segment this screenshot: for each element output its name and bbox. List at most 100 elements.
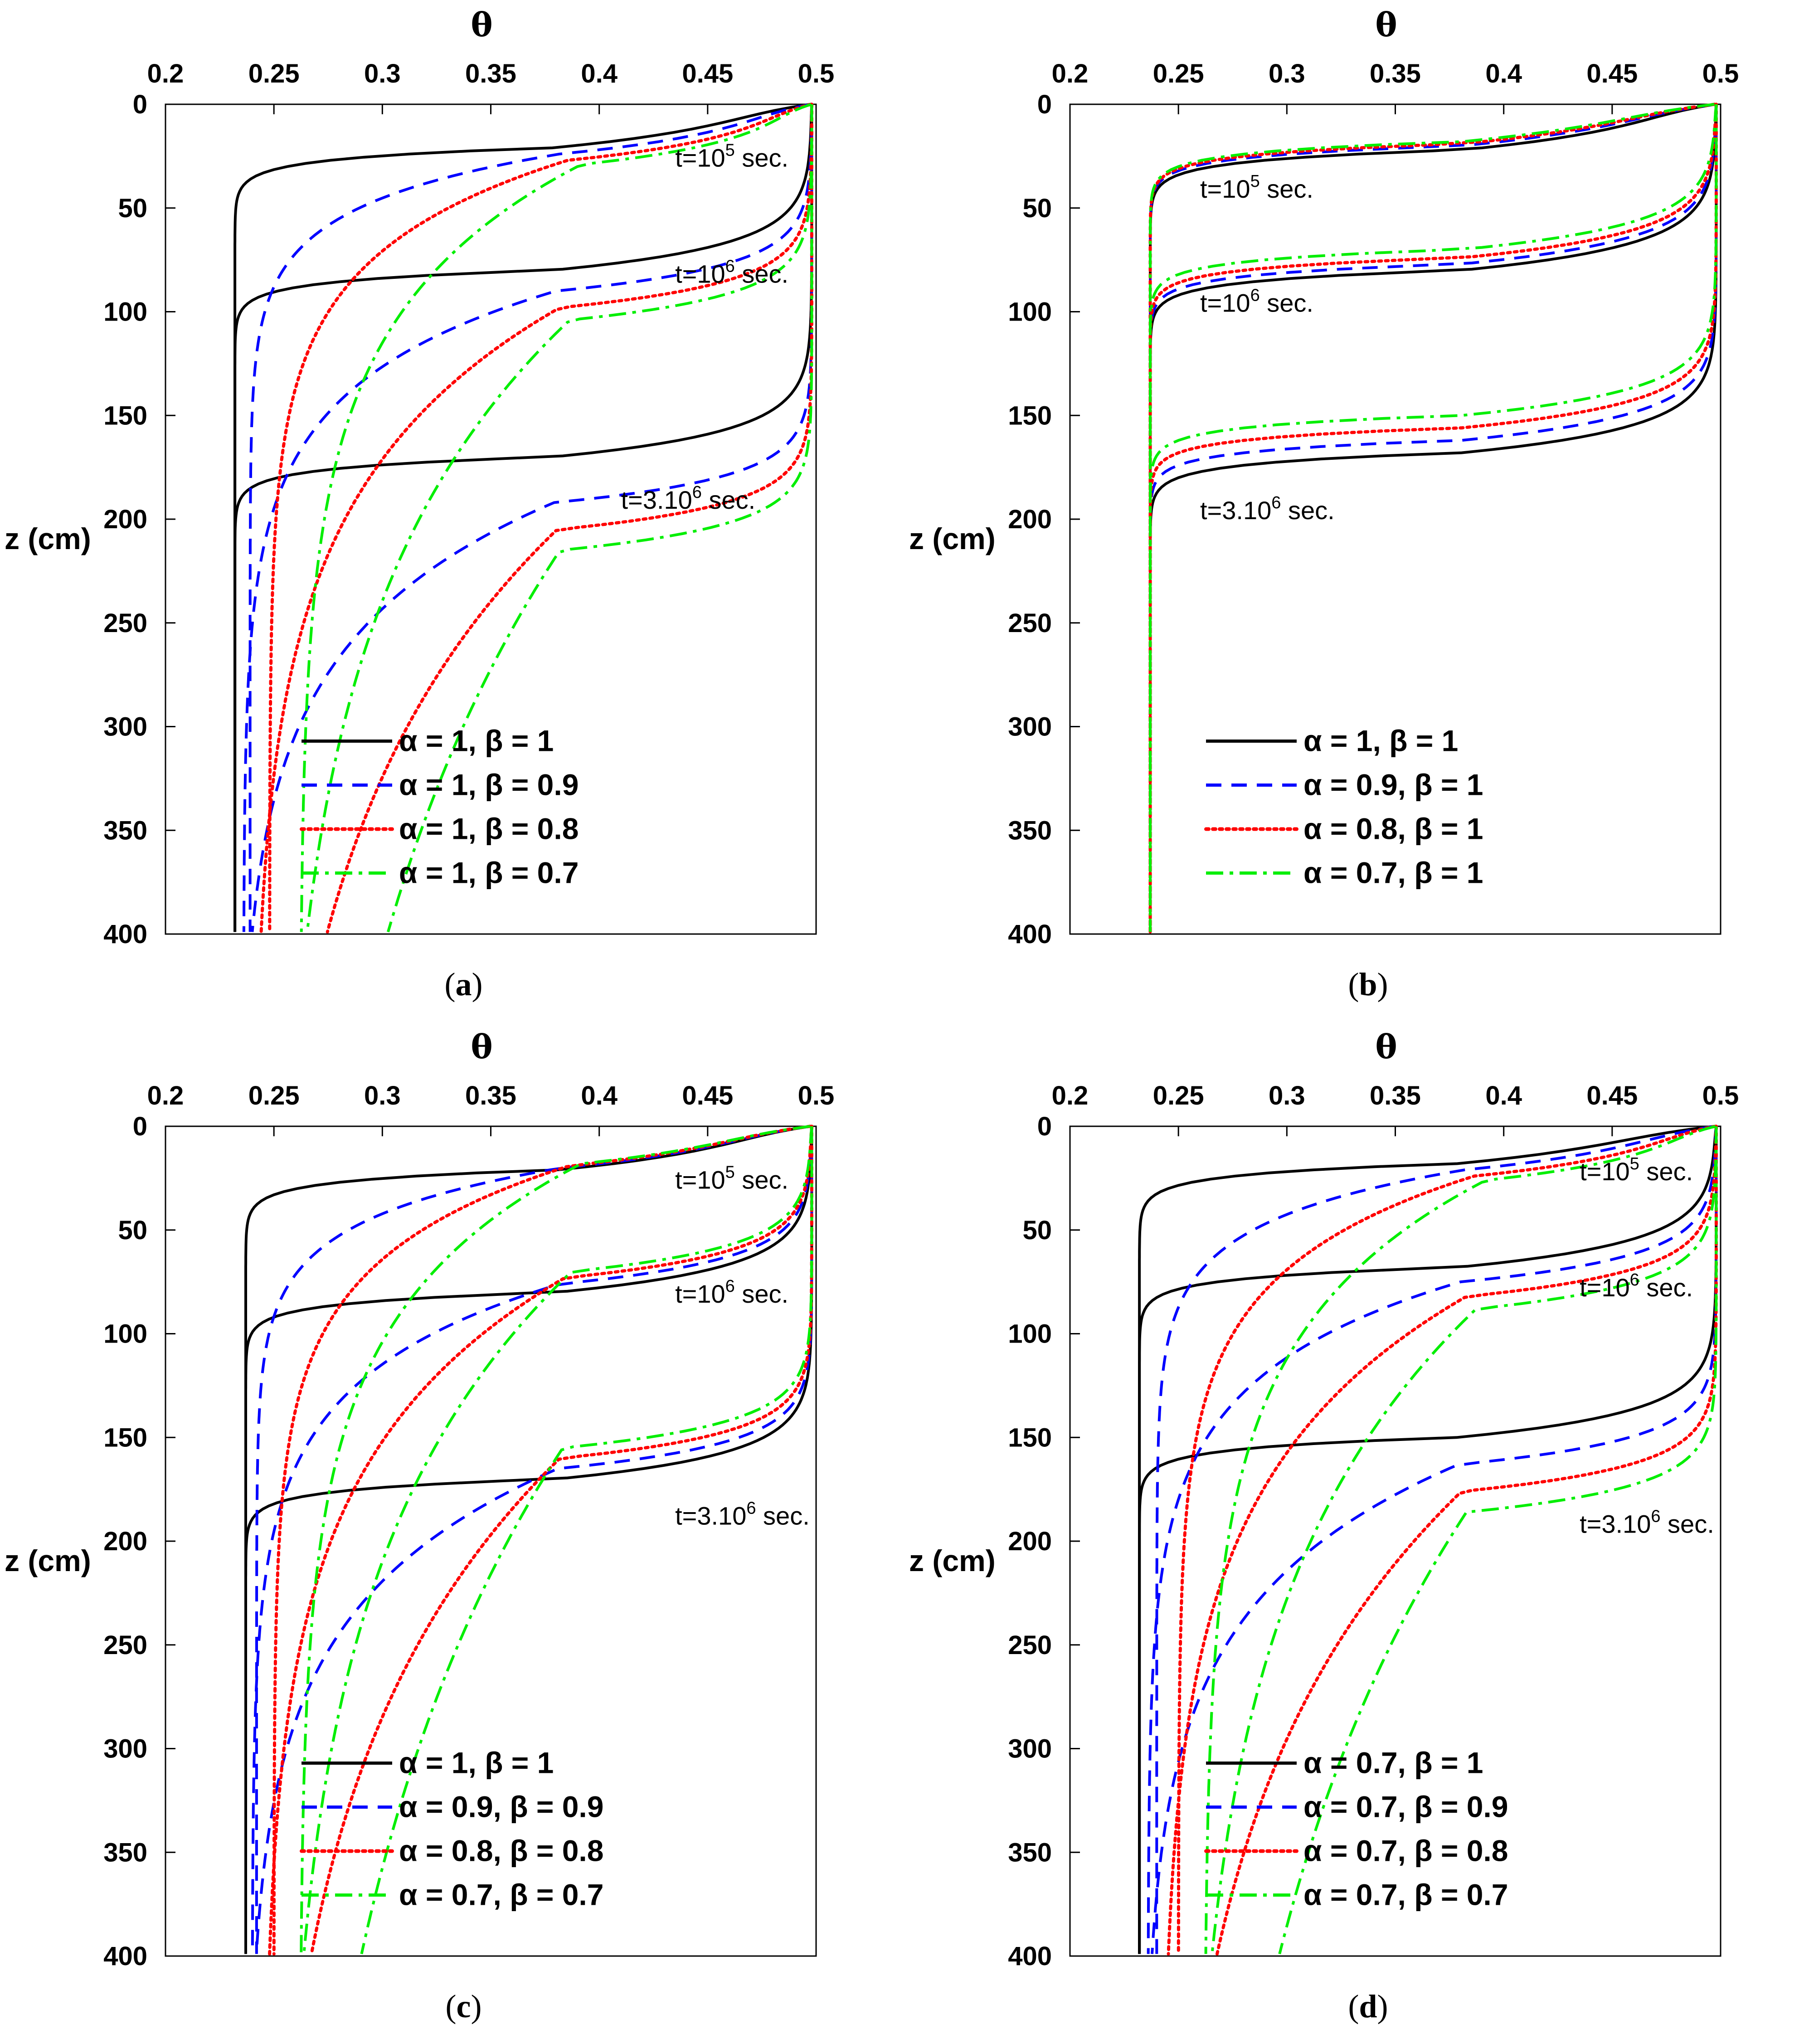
series-line-4-time-3 — [1278, 1126, 1718, 1955]
x-tick-label: 0.4 — [1485, 59, 1522, 88]
x-tick-label: 0.3 — [1269, 1081, 1305, 1110]
annotation-exponent: 6 — [1271, 493, 1281, 512]
series-line-3-time-1 — [268, 102, 813, 934]
x-tick-label: 0.45 — [1586, 59, 1638, 88]
legend-label: α = 1, β = 1 — [399, 724, 554, 758]
y-tick-label: 100 — [1008, 297, 1052, 327]
series-line-2-time-2 — [1147, 1126, 1718, 1954]
annotation-exponent: 6 — [1630, 1270, 1639, 1290]
x-tick-label: 0.45 — [682, 1081, 733, 1110]
plot-frame — [1069, 103, 1721, 935]
legend-label: α = 0.7, β = 0.9 — [1303, 1790, 1508, 1824]
y-tick-label: 400 — [103, 1942, 147, 1971]
y-tick-label: 50 — [1022, 194, 1052, 223]
x-axis-title: θ — [471, 1027, 492, 1066]
legend-label: α = 0.7, β = 0.7 — [1303, 1878, 1508, 1912]
annotation-unit: sec. — [735, 1165, 788, 1194]
series-line-4-time-3 — [360, 1126, 813, 1955]
annotation-base: t=10 — [675, 1165, 725, 1194]
y-tick-label: 250 — [1008, 1630, 1052, 1660]
caption-close-paren: ) — [471, 1988, 481, 2025]
x-tick-label: 0.4 — [581, 1081, 618, 1110]
panel-caption: (d) — [1348, 1988, 1388, 2025]
series-line-4-time-2 — [302, 1126, 813, 1954]
x-tick-label: 0.3 — [364, 59, 401, 88]
chart-svg-a: 0.2 0.25 0.3 0.35 0.4 0.45 0.5 θ 0 50 100 150 200 250… — [5, 5, 834, 1003]
y-tick-label: 50 — [118, 194, 147, 223]
legend-label: α = 0.7, β = 0.8 — [1303, 1834, 1508, 1868]
time-annotation: t=3.106 sec. — [675, 1499, 810, 1530]
y-tick-label: 400 — [1008, 920, 1052, 949]
y-tick-label: 150 — [1008, 401, 1052, 430]
annotation-unit: sec. — [1260, 175, 1313, 203]
y-tick-label: 0 — [1037, 90, 1052, 119]
x-tick-label: 0.5 — [1702, 59, 1739, 88]
caption-letter: c — [457, 1988, 471, 2025]
caption-letter: d — [1359, 1988, 1377, 2025]
y-tick-label: 300 — [1008, 1734, 1052, 1764]
y-axis-title: z (cm) — [909, 522, 996, 555]
annotation-unit: sec. — [1281, 496, 1334, 525]
series-line-3-time-2 — [1167, 1124, 1718, 1956]
x-tick-label: 0.2 — [1052, 59, 1089, 88]
time-annotation: t=106 sec. — [675, 1277, 788, 1308]
time-annotation: t=105 sec. — [675, 1163, 788, 1194]
annotation-base: t=10 — [1580, 1157, 1630, 1186]
annotation-base: t=3.10 — [1580, 1510, 1651, 1538]
series-line-4-time-1 — [300, 1125, 811, 1954]
x-tick-label: 0.2 — [147, 1081, 184, 1110]
caption-close-paren: ) — [472, 966, 483, 1003]
legend-label: α = 1, β = 1 — [399, 1746, 554, 1780]
time-annotation: t=105 sec. — [675, 141, 788, 172]
legend-label: α = 0.7, β = 1 — [1303, 1746, 1483, 1780]
y-tick-label: 350 — [1008, 1838, 1052, 1867]
y-tick-label: 250 — [1008, 608, 1052, 638]
y-tick-label: 200 — [1008, 1527, 1052, 1556]
caption-open-paren: ( — [445, 966, 456, 1003]
caption-letter: b — [1359, 966, 1377, 1003]
legend-label: α = 0.8, β = 0.8 — [399, 1834, 603, 1868]
y-tick-label: 50 — [1022, 1216, 1052, 1245]
series-line-3-time-1 — [1177, 1124, 1717, 1956]
chart-svg-d: 0.2 0.25 0.3 0.35 0.4 0.45 0.5 θ 0 50 100 150 200 250… — [909, 1027, 1739, 2025]
time-annotation: t=3.106 sec. — [1200, 493, 1335, 525]
x-tick-label: 0.25 — [248, 59, 300, 88]
x-axis-title: θ — [1375, 5, 1397, 44]
x-tick-label: 0.35 — [465, 59, 516, 88]
y-tick-label: 250 — [103, 1630, 147, 1660]
y-tick-label: 350 — [103, 1838, 147, 1867]
x-tick-label: 0.45 — [682, 59, 733, 88]
y-tick-label: 200 — [1008, 505, 1052, 534]
annotation-base: t=10 — [675, 259, 725, 288]
series-line-2-time-1 — [255, 1125, 811, 1954]
time-annotation: t=106 sec. — [1580, 1270, 1693, 1302]
series-line-3-time-2 — [268, 1124, 813, 1956]
y-tick-label: 100 — [103, 297, 147, 327]
y-tick-label: 150 — [1008, 1423, 1052, 1452]
y-tick-label: 100 — [1008, 1319, 1052, 1349]
annotation-exponent: 5 — [725, 1163, 735, 1182]
y-tick-label: 300 — [103, 712, 147, 742]
annotation-unit: sec. — [1660, 1510, 1714, 1538]
legend-label: α = 0.7, β = 1 — [1303, 856, 1483, 890]
caption-close-paren: ) — [1377, 966, 1388, 1003]
legend-label: α = 0.7, β = 0.7 — [399, 1878, 603, 1912]
y-tick-label: 150 — [103, 401, 147, 430]
series-line-2-time-1 — [248, 103, 811, 932]
y-axis-title: z (cm) — [5, 522, 91, 555]
x-axis-title: θ — [1375, 1027, 1397, 1066]
annotation-unit: sec. — [756, 1501, 809, 1530]
time-annotation: t=3.106 sec. — [1580, 1507, 1714, 1538]
x-tick-label: 0.4 — [581, 59, 618, 88]
time-annotation: t=106 sec. — [1200, 286, 1313, 317]
y-tick-label: 100 — [103, 1319, 147, 1349]
caption-open-paren: ( — [1348, 966, 1359, 1003]
panel-caption: (a) — [445, 966, 483, 1003]
x-tick-label: 0.25 — [248, 1081, 300, 1110]
legend-label: α = 1, β = 0.8 — [399, 812, 579, 846]
annotation-unit: sec. — [735, 1280, 788, 1308]
x-tick-label: 0.35 — [1370, 1081, 1421, 1110]
series-line-4-time-2 — [1211, 1126, 1718, 1954]
caption-letter: a — [456, 966, 472, 1003]
annotation-exponent: 6 — [746, 1499, 756, 1518]
